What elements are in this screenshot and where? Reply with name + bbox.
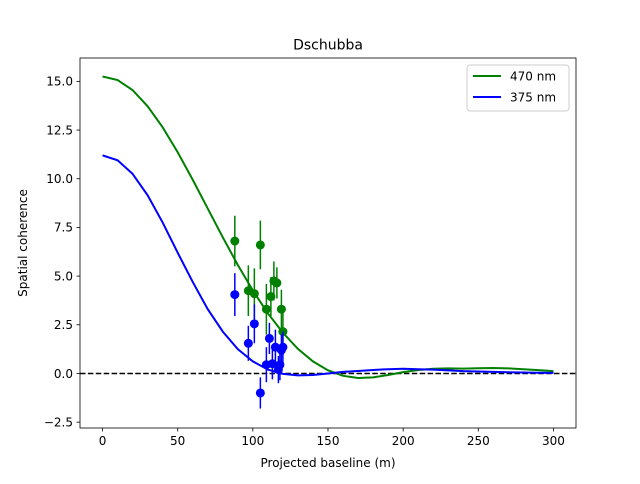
y-axis-label: Spatial coherence	[16, 189, 30, 297]
x-tick-label-2: 100	[241, 434, 264, 448]
series-0	[102, 75, 554, 379]
x-tick-label-5: 250	[467, 434, 490, 448]
series-0-model-curve	[102, 75, 554, 379]
y-tick-label-7: 15.0	[46, 75, 73, 89]
series-1	[102, 154, 554, 409]
series-1-data-point-0	[230, 290, 240, 300]
y-tick-label-4: 7.5	[54, 221, 73, 235]
x-tick-label-0: 0	[99, 434, 107, 448]
series-0-data-point-3	[255, 240, 265, 250]
series-0-data-point-4	[261, 304, 271, 314]
series-1-data-point-5	[264, 333, 274, 343]
y-tick-label-2: 2.5	[54, 318, 73, 332]
series-0-data-point-8	[276, 304, 286, 314]
y-tick-label-6: 12.5	[46, 123, 73, 137]
series-1-data-point-1	[243, 338, 253, 348]
x-axis-label: Projected baseline (m)	[261, 456, 396, 470]
series-1-data-point-2	[249, 319, 259, 329]
series-0-data-point-2	[249, 289, 259, 299]
legend-label-0: 470 nm	[510, 69, 556, 83]
series-1-model-curve	[102, 154, 554, 377]
series-1-data-point-3	[255, 388, 265, 398]
chart-title: Dschubba	[293, 38, 363, 54]
legend: 470 nm 375 nm	[466, 64, 570, 112]
series-1-data-point-11	[278, 342, 288, 352]
y-tick-label-3: 5.0	[54, 269, 73, 283]
x-tick-label-4: 200	[392, 434, 415, 448]
y-tick-label-1: 0.0	[54, 367, 73, 381]
plot-area: 0 50 100 150 200 250 300 −2.5 0.0 2.5 5.0 7.5 10.0 12…	[44, 57, 577, 448]
y-tick-label-5: 10.0	[46, 172, 73, 186]
legend-label-1: 375 nm	[510, 90, 556, 104]
series-0-data-point-5	[266, 292, 276, 302]
series-0-data-point-7	[272, 278, 282, 288]
series-1-data-point-6	[267, 359, 277, 369]
series-0-data-point-0	[230, 236, 240, 246]
y-tick-label-0: −2.5	[44, 415, 73, 429]
x-tick-label-1: 50	[170, 434, 185, 448]
x-tick-label-6: 300	[542, 434, 565, 448]
x-tick-label-3: 150	[317, 434, 340, 448]
series-1-data-point-9	[275, 360, 285, 370]
